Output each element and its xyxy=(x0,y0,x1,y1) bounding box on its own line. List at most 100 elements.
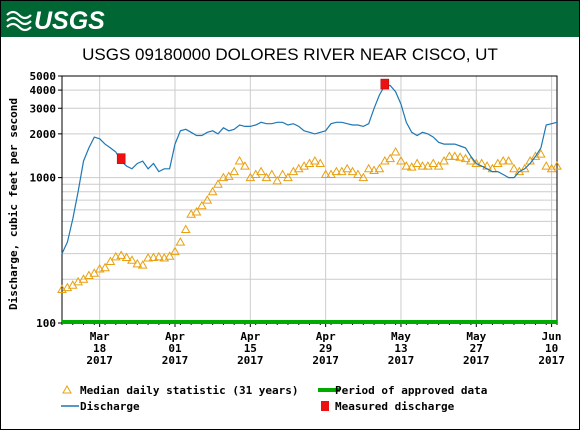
median-point xyxy=(153,251,164,261)
median-point xyxy=(342,163,353,173)
y-tick-label: 1000 xyxy=(30,172,57,185)
y-tick-label: 2000 xyxy=(30,128,57,141)
x-tick-label: May xyxy=(391,330,411,343)
median-point xyxy=(197,200,207,210)
median-point xyxy=(283,172,293,182)
x-tick-label: 2017 xyxy=(86,354,113,367)
y-tick-label: 100 xyxy=(36,317,56,330)
measured-discharge-point xyxy=(116,153,126,164)
median-point xyxy=(535,149,546,158)
median-point xyxy=(105,256,116,265)
x-tick-label: 15 xyxy=(244,342,257,355)
median-point xyxy=(358,172,369,182)
y-tick-label: 4000 xyxy=(30,84,57,97)
median-point xyxy=(277,169,288,179)
median-point xyxy=(374,163,385,173)
plot-border xyxy=(61,75,558,324)
x-tick-label: Jun xyxy=(542,330,562,343)
median-point xyxy=(180,224,191,233)
legend-label: Period of approved data xyxy=(335,384,487,397)
median-point xyxy=(310,156,320,165)
x-tick-label: 2017 xyxy=(463,354,490,367)
median-point xyxy=(94,264,105,273)
median-point xyxy=(455,152,466,161)
median-point xyxy=(207,186,218,196)
median-point xyxy=(256,166,266,176)
median-point xyxy=(552,161,562,170)
median-point xyxy=(439,156,449,165)
legend: Median daily statistic (31 years) Period … xyxy=(61,384,487,413)
median-point xyxy=(84,270,94,280)
median-point xyxy=(148,252,159,262)
y-axis-label: Discharge, cubic feet per second xyxy=(7,98,20,310)
median-point xyxy=(272,175,283,185)
discharge-line xyxy=(61,84,558,254)
usgs-logo-text: USGS xyxy=(34,7,105,35)
x-tick-label: 13 xyxy=(394,342,407,355)
x-tick-label: 29 xyxy=(319,342,332,355)
median-point xyxy=(353,169,363,179)
x-tick-label: 2017 xyxy=(162,354,189,367)
banner-background xyxy=(1,1,579,37)
median-point xyxy=(444,151,455,160)
median-point xyxy=(229,166,240,176)
x-tick-label: Mar xyxy=(90,330,110,343)
legend-green-bar-icon xyxy=(318,388,340,392)
median-point xyxy=(428,158,439,168)
median-point xyxy=(396,156,406,165)
median-point xyxy=(541,161,552,170)
median-point xyxy=(471,158,482,168)
median-point xyxy=(202,195,213,204)
median-point xyxy=(363,163,374,173)
y-tick-label: 5000 xyxy=(30,70,57,83)
median-point xyxy=(519,163,530,173)
legend-marker-icon xyxy=(321,401,329,411)
median-point xyxy=(137,260,148,269)
x-tick-label: 2017 xyxy=(237,354,264,367)
median-point xyxy=(191,207,202,216)
x-tick-label: May xyxy=(466,330,486,343)
median-point xyxy=(100,262,110,272)
median-point xyxy=(89,268,100,277)
x-tick-label: 10 xyxy=(545,342,558,355)
median-point xyxy=(240,161,250,170)
median-point xyxy=(433,161,444,170)
median-point xyxy=(175,237,186,246)
y-tick-label: 3000 xyxy=(30,102,57,115)
median-point xyxy=(417,161,428,170)
median-point xyxy=(449,151,460,160)
x-tick-label: 2017 xyxy=(538,354,565,367)
median-point xyxy=(320,169,331,179)
x-tick-label: Apr xyxy=(240,330,260,343)
median-point xyxy=(132,258,143,268)
legend-label: Discharge xyxy=(80,400,140,413)
median-point xyxy=(121,252,132,262)
x-tick-label: 27 xyxy=(470,342,483,355)
median-point xyxy=(347,166,358,176)
usgs-logo-icon xyxy=(6,10,32,32)
median-point xyxy=(466,156,476,165)
median-point xyxy=(218,172,229,182)
median-point xyxy=(116,250,127,259)
median-point xyxy=(385,153,396,163)
median-point xyxy=(266,169,277,179)
x-tick-label: 18 xyxy=(93,342,106,355)
median-point xyxy=(164,251,175,260)
legend-triangle-icon xyxy=(62,384,72,394)
median-point xyxy=(127,255,137,264)
median-point xyxy=(460,153,471,163)
median-point xyxy=(186,209,196,218)
median-point xyxy=(509,163,519,173)
x-tick-label: Apr xyxy=(316,330,336,343)
measured-discharge-point xyxy=(380,78,390,90)
x-tick-label: Apr xyxy=(165,330,185,343)
median-point xyxy=(412,158,422,168)
median-point xyxy=(234,156,245,165)
median-point xyxy=(401,161,412,170)
usgs-banner: USGS xyxy=(1,1,579,37)
x-tick-label: 01 xyxy=(168,342,182,355)
median-point xyxy=(390,147,401,156)
x-tick-label: 2017 xyxy=(312,354,339,367)
median-point xyxy=(315,158,326,168)
